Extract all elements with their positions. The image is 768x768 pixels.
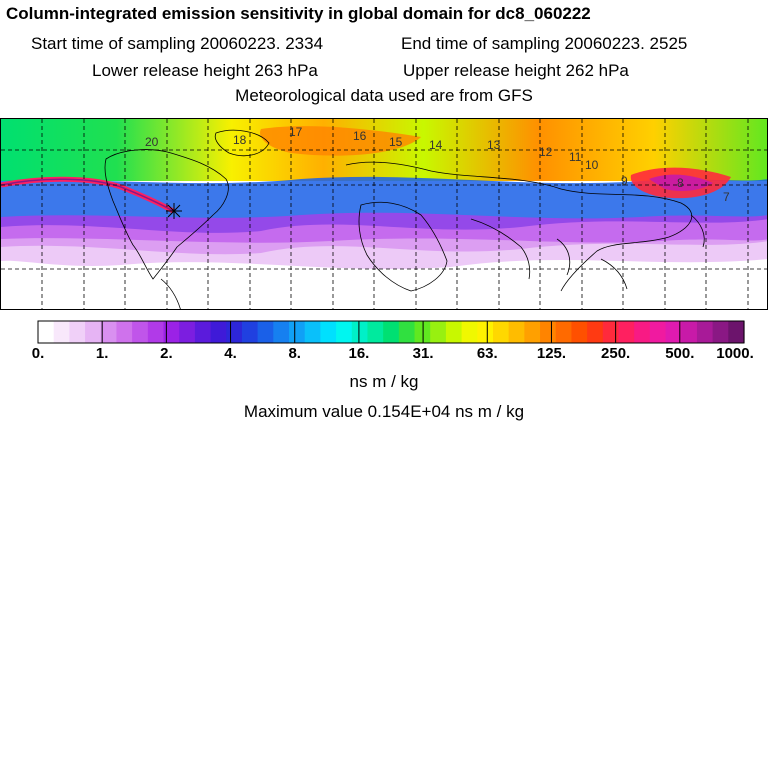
- colorbar-swatch: [163, 321, 180, 343]
- colorbar-tick-label: 16.: [348, 345, 370, 362]
- colorbar-tick-label: 8.: [288, 345, 301, 362]
- pale-band: [1, 238, 767, 269]
- contour-label: 11: [569, 150, 582, 164]
- colorbar-swatch: [383, 321, 400, 343]
- coastline-outlines: [104, 129, 705, 309]
- grid-lines: [1, 119, 767, 309]
- colorbar-tick-label: 1000.: [716, 345, 754, 362]
- colorbar-swatch: [320, 321, 337, 343]
- colorbar-swatch: [649, 321, 667, 343]
- colorbar-swatch: [681, 321, 698, 343]
- colorbar-swatch: [194, 321, 212, 343]
- colorbar-swatch: [100, 321, 118, 343]
- contour-label: 15: [389, 135, 403, 149]
- colorbar-tick-label: 0.: [31, 345, 45, 362]
- colorbar-swatch: [132, 321, 149, 343]
- contour-label: 13: [487, 138, 501, 152]
- colorbar-swatch: [665, 321, 682, 343]
- contour-label: 14: [429, 138, 443, 152]
- lower-release-text: Lower release height 263 hPa: [92, 61, 318, 80]
- colorbar-tick-label: 31.: [412, 345, 434, 362]
- colorbar-swatch: [571, 321, 588, 343]
- colorbar-tick-label: 1.: [95, 345, 109, 362]
- colorbar-swatch: [179, 321, 196, 343]
- colorbar-tick-label: 500.: [665, 345, 695, 362]
- colorbar-tick-label: 2.: [160, 345, 173, 362]
- star-icon: [166, 203, 182, 219]
- colorbar-swatch: [147, 321, 165, 343]
- orange-region: [260, 126, 421, 156]
- colorbar-swatch: [241, 321, 259, 343]
- colorbar-swatch: [587, 321, 604, 343]
- colorbar-swatch: [367, 321, 384, 343]
- contour-label: 18: [233, 133, 247, 147]
- colorbar-swatch: [289, 321, 306, 343]
- colorbar-swatch: [304, 321, 321, 343]
- colorbar-swatch: [602, 321, 620, 343]
- colorbar-swatch: [618, 321, 635, 343]
- colorbar-swatch: [210, 321, 227, 343]
- colorbar-swatch: [53, 321, 70, 343]
- colorbar-swatch: [116, 321, 133, 343]
- contour-label: 16: [353, 129, 367, 143]
- colorbar-swatch: [226, 321, 243, 343]
- colorbar-swatch: [69, 321, 86, 343]
- contour-label: 20: [145, 135, 159, 149]
- colorbar-swatch: [461, 321, 478, 343]
- colorbar-swatch: [492, 321, 510, 343]
- colorbar-swatch: [273, 321, 290, 343]
- colorbar-tick-label: 63.: [476, 345, 498, 362]
- colorbar-swatch: [38, 321, 55, 343]
- colorbar-tick-label: 4.: [224, 345, 237, 362]
- colorbar-swatch: [696, 321, 714, 343]
- upper-release-text: Upper release height 262 hPa: [403, 61, 629, 80]
- colorbar-swatch: [524, 321, 541, 343]
- colorbar-tick-label: 125.: [536, 345, 567, 362]
- contour-label: 9: [621, 174, 628, 188]
- colorbar-swatch: [555, 321, 573, 343]
- contour-label: 10: [585, 158, 599, 172]
- colorbar-swatch: [336, 321, 353, 343]
- start-time-text: Start time of sampling 20060223. 2334: [31, 34, 324, 53]
- colorbar-tick-label: 250.: [601, 345, 631, 362]
- colorbar-border: [37, 320, 745, 344]
- contour-label: 8: [677, 176, 684, 190]
- colorbar-swatch: [351, 321, 369, 343]
- colorbar-swatch: [85, 321, 102, 343]
- colorbar: [37, 320, 745, 344]
- colorbar-swatch: [477, 321, 494, 343]
- contour-label: 12: [539, 145, 553, 159]
- plot-title: Column-integrated emission sensitivity i…: [6, 4, 591, 23]
- contour-label: 17: [289, 125, 303, 139]
- colorbar-swatch: [508, 321, 525, 343]
- maximum-value-text: Maximum value 0.154E+04 ns m / kg: [243, 402, 525, 421]
- contour-labels: 17 18 20 16 15 14 13 12 11 10 9 8 7: [145, 125, 730, 204]
- sensitivity-map: 17 18 20 16 15 14 13 12 11 10 9 8 7: [0, 118, 768, 310]
- units-label: ns m / kg: [349, 372, 419, 391]
- colorbar-swatch: [398, 321, 416, 343]
- end-time-text: End time of sampling 20060223. 2525: [401, 34, 688, 53]
- colorbar-swatch: [257, 321, 274, 343]
- met-data-text: Meteorological data used are from GFS: [235, 86, 533, 105]
- contour-label: 7: [723, 190, 730, 204]
- colorbar-swatch: [634, 321, 651, 343]
- colorbar-swatch: [728, 321, 745, 343]
- colorbar-swatch: [540, 321, 557, 343]
- colorbar-swatch: [712, 321, 729, 343]
- colorbar-swatch: [445, 321, 463, 343]
- colorbar-swatch: [430, 321, 447, 343]
